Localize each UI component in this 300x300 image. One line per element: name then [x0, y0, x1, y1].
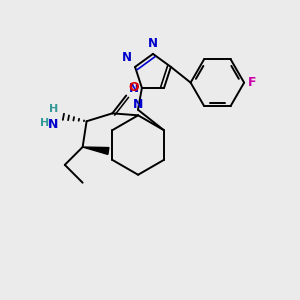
- Polygon shape: [82, 147, 109, 154]
- Text: N: N: [122, 51, 132, 64]
- Text: H: H: [49, 104, 58, 114]
- Text: N: N: [133, 98, 143, 111]
- Text: O: O: [128, 80, 139, 94]
- Text: N: N: [47, 118, 58, 131]
- Text: N: N: [129, 82, 139, 95]
- Text: N: N: [148, 37, 158, 50]
- Text: H: H: [40, 118, 49, 128]
- Text: F: F: [248, 76, 256, 89]
